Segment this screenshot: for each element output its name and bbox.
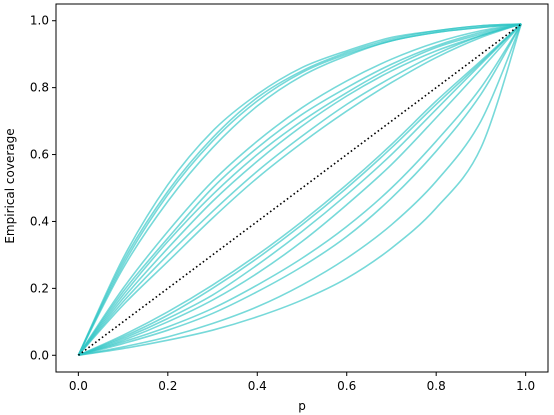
x-tick-label: 0.4 [248,379,267,393]
y-tick-label: 0.2 [30,281,49,295]
coverage-series-line-5 [77,23,522,356]
coverage-series-line-14 [78,23,522,357]
coverage-series-line-6 [77,23,522,356]
coverage-series-line-10 [77,23,522,356]
coverage-series-line-15 [78,23,522,357]
coverage-series-line-11 [78,23,522,357]
coverage-series-line-13 [78,23,522,357]
x-tick-label: 0.8 [427,379,446,393]
coverage-series-line-16 [78,23,522,357]
y-tick-label: 0.4 [30,214,49,228]
coverage-series-line-3 [77,23,522,356]
y-tick-label: 0.0 [30,348,49,362]
x-tick-label: 0.0 [69,379,88,393]
coverage-series-line-4 [77,23,522,356]
y-tick-label: 0.6 [30,148,49,162]
series-lines [77,23,522,357]
x-tick-label: 0.6 [337,379,356,393]
y-axis-ticks: 0.0 0.2 0.4 0.6 0.8 1.0 [30,14,56,362]
y-tick-label: 0.8 [30,81,49,95]
coverage-series-line-12 [78,23,522,357]
x-tick-label: 1.0 [516,379,535,393]
coverage-series-line-7 [77,23,522,356]
coverage-series-line-2 [77,23,522,356]
y-axis-label: Empirical coverage [3,128,17,243]
coverage-series-line-9 [77,23,522,356]
y-tick-label: 1.0 [30,14,49,28]
x-axis-ticks: 0.0 0.2 0.4 0.6 0.8 1.0 [69,372,535,393]
coverage-series-line-17 [78,23,522,357]
plot-frame [55,3,549,373]
x-axis-label: p [298,399,306,413]
coverage-series-line-8 [77,23,522,356]
coverage-series-line-18 [78,23,522,357]
x-tick-label: 0.2 [158,379,177,393]
